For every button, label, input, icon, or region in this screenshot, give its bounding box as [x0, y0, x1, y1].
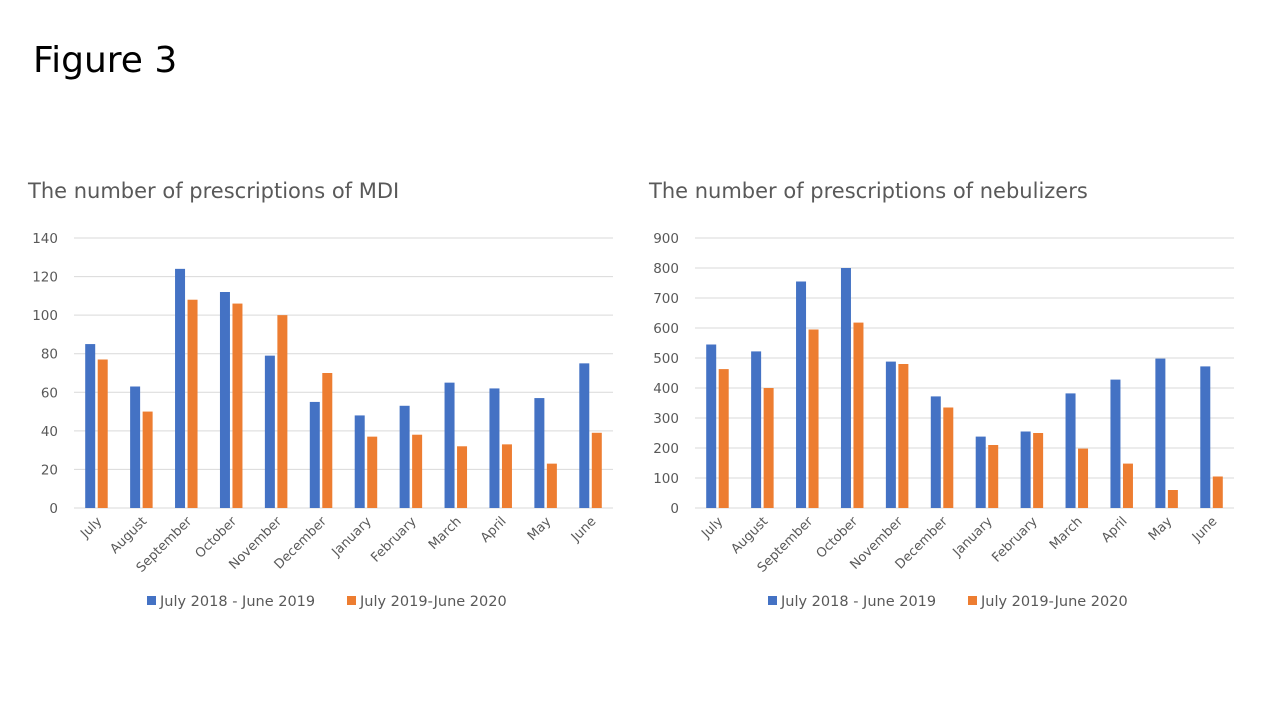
mdi-bar-series-2-october — [232, 303, 243, 508]
neb-bar-series-1-december — [930, 396, 941, 508]
neb-bar-series-2-october — [853, 322, 864, 508]
mdi-bar-series-2-august — [142, 411, 153, 508]
mdi-bar-series-1-august — [130, 386, 141, 508]
neb-x-tick-label: August — [728, 514, 771, 557]
mdi-x-tick-label: April — [478, 514, 510, 546]
neb-y-tick-label: 100 — [653, 471, 679, 487]
mdi-bar-series-1-february — [399, 405, 410, 508]
slide-title: Figure 3 — [33, 40, 178, 81]
neb-bar-series-2-july — [718, 369, 729, 508]
neb-legend-swatch-1 — [768, 596, 777, 605]
mdi-x-tick-label: February — [368, 514, 420, 566]
mdi-bar-series-2-november — [277, 315, 288, 508]
neb-x-tick-label: June — [1189, 514, 1220, 545]
neb-bar-series-1-july — [706, 344, 717, 508]
mdi-bar-series-2-july — [97, 359, 108, 508]
chart-mdi-svg: The number of prescriptions of MDI 0 20 40 6… — [27, 179, 613, 610]
mdi-legend-swatch-1 — [147, 596, 156, 605]
neb-y-tick-label: 200 — [653, 441, 679, 457]
mdi-bar-series-2-may — [546, 463, 557, 508]
neb-bar-series-1-may — [1155, 358, 1166, 508]
neb-bar-series-2-august — [763, 388, 774, 508]
neb-y-tick-label: 400 — [653, 381, 679, 397]
neb-legend-label-1: July 2018 - June 2019 — [780, 594, 936, 610]
neb-bar-series-2-february — [1033, 433, 1044, 508]
neb-x-tick-label: April — [1099, 514, 1131, 546]
mdi-y-tick-label: 60 — [41, 385, 58, 401]
mdi-bar-series-1-july — [85, 344, 96, 508]
chart-nebulizers-svg: The number of prescriptions of nebulizer… — [648, 179, 1234, 610]
mdi-y-tick-label: 120 — [32, 270, 58, 286]
mdi-bar-series-2-december — [322, 373, 333, 508]
neb-bar-series-2-january — [988, 445, 999, 508]
neb-bar-series-1-august — [751, 351, 762, 508]
mdi-y-tick-label: 80 — [41, 347, 58, 363]
mdi-y-tick-label: 20 — [41, 462, 58, 478]
mdi-bar-series-2-january — [367, 436, 378, 508]
neb-y-tick-label: 300 — [653, 411, 679, 427]
mdi-x-tick-label: May — [525, 514, 555, 544]
mdi-x-tick-label: January — [329, 514, 375, 560]
neb-x-tick-label: March — [1047, 514, 1086, 553]
neb-y-tick-label: 500 — [653, 351, 679, 367]
mdi-bar-series-1-november — [264, 355, 275, 508]
neb-bar-series-1-november — [885, 361, 896, 508]
mdi-bar-series-2-april — [501, 444, 512, 508]
mdi-y-tick-label: 140 — [32, 231, 58, 247]
mdi-bar-series-1-october — [219, 292, 230, 508]
mdi-bar-series-1-april — [489, 388, 500, 508]
neb-chart-title: The number of prescriptions of nebulizer… — [648, 179, 1088, 203]
neb-y-tick-label: 800 — [653, 261, 679, 277]
mdi-bar-series-2-march — [457, 446, 468, 508]
neb-bar-series-1-september — [796, 281, 807, 508]
mdi-y-tick-label: 0 — [49, 501, 58, 517]
neb-bar-series-1-february — [1020, 431, 1031, 508]
mdi-x-tick-label: March — [426, 514, 465, 553]
neb-bar-series-2-december — [943, 407, 954, 508]
chart-nebulizers: The number of prescriptions of nebulizer… — [631, 165, 1251, 635]
neb-x-tick-label: May — [1146, 514, 1176, 544]
mdi-legend-label-2: July 2019-June 2020 — [359, 594, 507, 610]
neb-bar-series-2-june — [1212, 476, 1223, 508]
neb-bar-series-2-march — [1078, 448, 1089, 508]
neb-bar-series-2-november — [898, 364, 909, 508]
mdi-x-tick-label: July — [77, 514, 105, 542]
chart-mdi: The number of prescriptions of MDI 0 20 40 6… — [10, 165, 630, 635]
neb-bar-series-2-september — [808, 329, 819, 508]
mdi-bar-series-1-january — [354, 415, 365, 508]
neb-bar-series-1-april — [1110, 379, 1121, 508]
mdi-legend-swatch-2 — [347, 596, 356, 605]
mdi-chart-title: The number of prescriptions of MDI — [27, 179, 399, 203]
neb-y-tick-label: 0 — [670, 501, 679, 517]
neb-bar-series-2-may — [1167, 490, 1178, 508]
mdi-bar-series-2-february — [412, 434, 423, 508]
neb-legend-swatch-2 — [968, 596, 977, 605]
neb-x-tick-label: July — [698, 514, 726, 542]
neb-x-tick-label: January — [950, 514, 996, 560]
neb-bar-series-1-june — [1200, 366, 1211, 508]
mdi-y-tick-label: 40 — [41, 424, 58, 440]
neb-legend-label-2: July 2019-June 2020 — [980, 594, 1128, 610]
mdi-bar-series-1-december — [309, 401, 320, 508]
mdi-y-tick-label: 100 — [32, 308, 58, 324]
neb-bar-series-1-january — [975, 436, 986, 508]
neb-bar-series-1-october — [840, 268, 851, 508]
mdi-legend-label-1: July 2018 - June 2019 — [159, 594, 315, 610]
neb-bar-series-2-april — [1122, 463, 1133, 508]
neb-bar-series-1-march — [1065, 393, 1076, 508]
mdi-bar-series-1-june — [579, 363, 590, 508]
neb-x-tick-label: February — [989, 514, 1041, 566]
mdi-bar-series-1-march — [444, 382, 455, 508]
mdi-bar-series-2-june — [591, 432, 602, 508]
neb-y-tick-label: 700 — [653, 291, 679, 307]
neb-y-tick-label: 900 — [653, 231, 679, 247]
mdi-x-tick-label: August — [107, 514, 150, 557]
neb-y-tick-label: 600 — [653, 321, 679, 337]
mdi-bar-series-2-september — [187, 299, 198, 508]
mdi-x-tick-label: June — [568, 514, 599, 545]
mdi-bar-series-1-september — [175, 268, 186, 508]
mdi-bar-series-1-may — [534, 398, 545, 508]
